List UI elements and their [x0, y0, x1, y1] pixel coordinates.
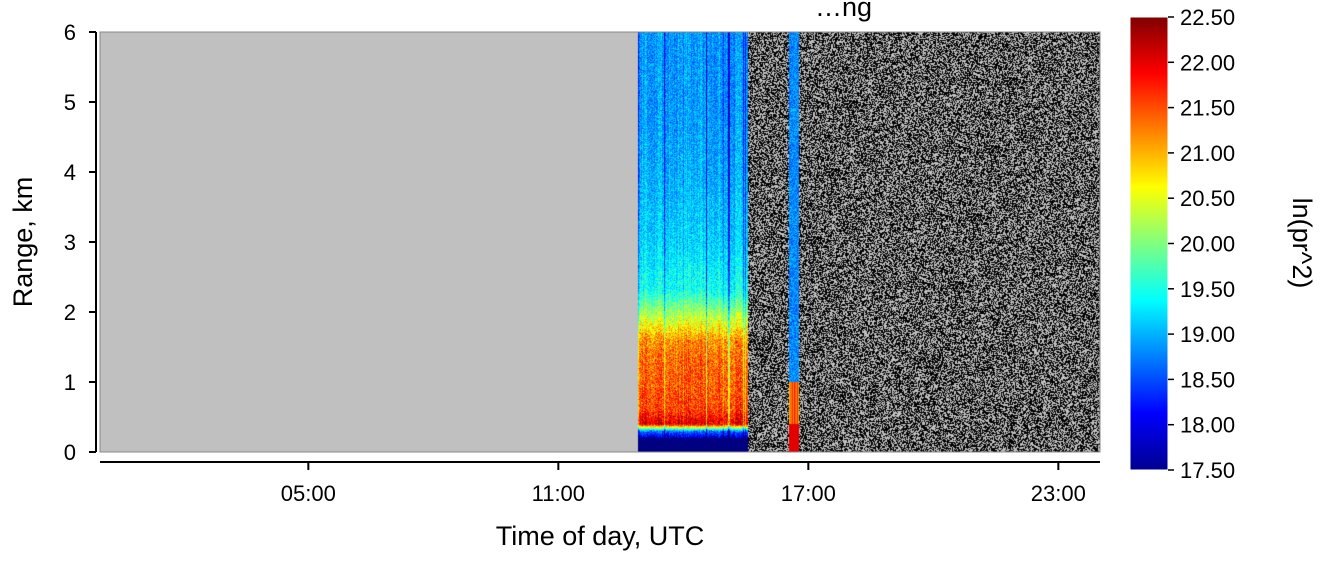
- colorbar: [1129, 16, 1169, 471]
- chart-title: …ng: [815, 0, 872, 22]
- colorbar-tick-label: 21.00: [1180, 141, 1235, 166]
- x-tick-label: 23:00: [1031, 481, 1086, 506]
- colorbar-scale: [1129, 16, 1169, 471]
- colorbar-tick-label: 18.00: [1180, 413, 1235, 438]
- y-axis: 0 1 2 3 4 5 6: [64, 20, 97, 465]
- colorbar-title: ln(pr^2): [1287, 198, 1317, 289]
- y-tick-label: 3: [64, 230, 76, 255]
- y-tick-label: 2: [64, 300, 76, 325]
- plot-border: [99, 31, 1101, 453]
- colorbar-ticks: 22.50 22.00 21.50 21.00 20.50 20.00 19.50 19.00…: [1168, 5, 1235, 483]
- colorbar-tick-label: 20.00: [1180, 232, 1235, 257]
- colorbar-tick-label: 22.50: [1180, 5, 1235, 30]
- x-tick-label: 17:00: [781, 481, 836, 506]
- y-tick-label: 5: [64, 90, 76, 115]
- colorbar-tick-label: 19.00: [1180, 322, 1235, 347]
- y-tick-label: 1: [64, 370, 76, 395]
- colorbar-tick-label: 21.50: [1180, 96, 1235, 121]
- x-axis-title: Time of day, UTC: [496, 521, 705, 551]
- y-tick-label: 0: [64, 440, 76, 465]
- x-tick-label: 11:00: [532, 481, 585, 506]
- lidar-signal-image: [100, 32, 1100, 452]
- x-axis: 05:00 11:00 17:00 23:00: [100, 461, 1100, 506]
- plot-area: [100, 32, 1100, 452]
- colorbar-tick-label: 19.50: [1180, 277, 1235, 302]
- colorbar-tick-label: 17.50: [1180, 458, 1235, 483]
- colorbar-tick-label: 20.50: [1180, 186, 1235, 211]
- y-tick-label: 4: [64, 160, 76, 185]
- y-tick-label: 6: [64, 20, 76, 45]
- colorbar-tick-label: 22.00: [1180, 50, 1235, 75]
- colorbar-tick-label: 18.50: [1180, 367, 1235, 392]
- x-tick-label: 05:00: [281, 481, 336, 506]
- y-axis-title: Range, km: [8, 177, 38, 308]
